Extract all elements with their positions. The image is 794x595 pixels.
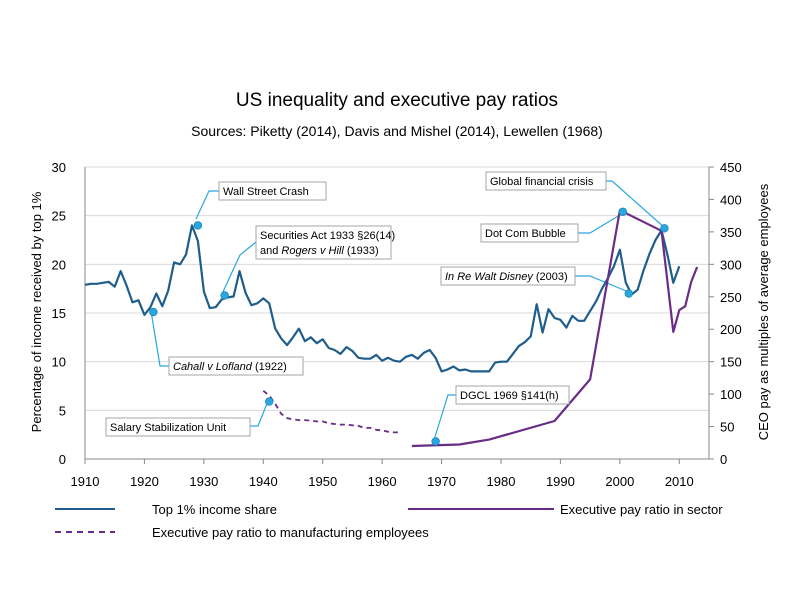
legend-label: Executive pay ratio to manufacturing emp…: [152, 525, 429, 540]
annotation-marker: [220, 291, 229, 300]
annotation-text: DGCL 1969 §141(h): [460, 390, 559, 402]
x-tick-label: 1940: [249, 474, 278, 489]
annotation-marker: [193, 221, 203, 230]
annotation-leader: [150, 310, 169, 367]
x-tick-label: 1980: [487, 474, 516, 489]
annotation-leader: [433, 394, 456, 441]
annotation-text: Cahall v Lofland (1922): [173, 361, 287, 373]
annotation-text: In Re Walt Disney (2003): [445, 271, 568, 283]
annotation-box: [105, 417, 251, 437]
y-tick-label: 30: [52, 160, 66, 175]
y-tick-label: 5: [59, 403, 66, 418]
annotation-text: Wall Street Crash: [223, 186, 309, 198]
axes: [84, 166, 714, 460]
series-lines: [84, 209, 699, 448]
annotation-text-part: (1922): [252, 361, 287, 373]
annotation-box: [455, 385, 570, 405]
annotation-text-part: Securities Act 1933 §26(14): [260, 230, 395, 242]
annotation-text-part: and: [260, 245, 281, 257]
series-line-2: [262, 390, 400, 434]
annotation-leader: [195, 190, 219, 220]
annotation-leader: [575, 275, 632, 294]
annotation-box: [255, 225, 392, 260]
annotation-box: [218, 181, 327, 201]
annotation-leader: [221, 241, 257, 295]
y-tick-label: 10: [52, 355, 66, 370]
y-tick-label: 25: [52, 209, 66, 224]
x-tick-label: 1970: [427, 474, 456, 489]
y2-axis-ticks: 0 50 100 150 200 250 300 350 400 450: [720, 160, 742, 467]
x-tick-label: 1910: [71, 474, 100, 489]
annotation-marker: [149, 307, 158, 317]
y-axis-ticks: 0 5 10 15 20 25 30: [52, 160, 66, 467]
x-tick-label: 2010: [665, 474, 694, 489]
y2-tick-label: 300: [720, 257, 742, 272]
annotation-text-part: DGCL 1969 §141(h): [460, 390, 559, 402]
annotation-text-part: Cahall v Lofland: [173, 361, 253, 373]
y2-axis-label: CEO pay as multiples of average employee…: [756, 183, 771, 440]
y2-tick-label: 50: [720, 420, 734, 435]
annotation-text-part: (1933): [344, 245, 379, 257]
annotation-text: Global financial crisis: [490, 176, 594, 188]
annotation-box: [440, 266, 576, 286]
chart-subtitle: Sources: Piketty (2014), Davis and Mishe…: [191, 123, 603, 139]
y-tick-label: 20: [52, 257, 66, 272]
annotation-leader: [578, 211, 626, 234]
y2-tick-label: 200: [720, 322, 742, 337]
annotation-text-part: In Re Walt Disney: [445, 271, 534, 283]
series-line-0: [84, 224, 681, 373]
annotation-box: [485, 171, 607, 191]
x-axis-ticks: 1910 1920 1930 1940 1950 1960 1970 1980 1990 2000…: [71, 459, 694, 489]
y2-tick-label: 350: [720, 225, 742, 240]
y2-tick-label: 0: [720, 452, 727, 467]
annotation-marker: [618, 207, 628, 216]
annotation-text: and Rogers v Hill (1933): [260, 245, 379, 257]
y2-tick-label: 400: [720, 192, 742, 207]
y2-tick-label: 150: [720, 355, 742, 370]
annotation-leader: [250, 400, 269, 427]
y2-tick-label: 100: [720, 387, 742, 402]
x-tick-label: 2000: [605, 474, 634, 489]
x-tick-label: 1960: [368, 474, 397, 489]
annotation-leader: [606, 180, 666, 229]
annotation-marker: [660, 224, 669, 233]
y-tick-label: 0: [59, 452, 66, 467]
legend-label: Top 1% income share: [152, 502, 277, 517]
legend: Top 1% income share Executive pay ratio i…: [55, 502, 723, 540]
annotation-box: [480, 223, 579, 243]
annotation-text: Securities Act 1933 §26(14): [260, 230, 395, 242]
annotation-text-part: Global financial crisis: [490, 176, 594, 188]
annotation-marker: [431, 437, 440, 446]
annotation-text-part: Dot Com Bubble: [485, 228, 566, 240]
annotation-text-part: Rogers v Hill: [281, 245, 344, 257]
series-line-1: [411, 209, 699, 448]
legend-label: Executive pay ratio in sector: [560, 502, 723, 517]
annotation-marker: [265, 397, 274, 406]
annotation-text: Dot Com Bubble: [485, 228, 566, 240]
annotation-text-part: (2003): [533, 271, 568, 283]
x-tick-label: 1990: [546, 474, 575, 489]
y-tick-label: 15: [52, 306, 66, 321]
x-tick-label: 1930: [189, 474, 218, 489]
chart-title: US inequality and executive pay ratios: [236, 90, 558, 111]
annotation-markers: [149, 207, 669, 446]
annotation-box: [168, 356, 304, 376]
annotation-leaders: [150, 180, 666, 441]
annotation-text-part: Salary Stabilization Unit: [110, 422, 226, 434]
y-axis-label: Percentage of income received by top 1%: [29, 191, 44, 432]
annotation-marker: [624, 289, 633, 298]
y2-tick-label: 450: [720, 160, 742, 175]
annotation-text-part: Wall Street Crash: [223, 186, 309, 198]
annotations: Wall Street Crash Securities Act 1933 §26…: [105, 171, 607, 437]
annotation-text: Salary Stabilization Unit: [110, 422, 226, 434]
x-tick-label: 1950: [308, 474, 337, 489]
y2-tick-label: 250: [720, 290, 742, 305]
x-tick-label: 1920: [130, 474, 159, 489]
